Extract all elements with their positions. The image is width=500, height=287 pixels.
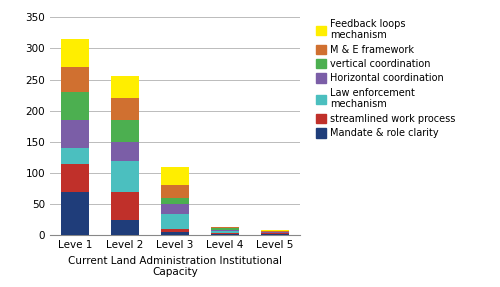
Bar bbox=[62, 192, 89, 235]
Bar bbox=[211, 227, 238, 228]
Bar bbox=[62, 67, 89, 92]
Bar bbox=[112, 220, 139, 235]
Bar bbox=[261, 234, 288, 235]
X-axis label: Current Land Administration Institutional
Capacity: Current Land Administration Institutiona… bbox=[68, 256, 282, 277]
Bar bbox=[211, 233, 238, 234]
Bar bbox=[261, 233, 288, 234]
Bar bbox=[62, 39, 89, 67]
Bar bbox=[112, 98, 139, 120]
Bar bbox=[162, 229, 188, 232]
Bar bbox=[112, 76, 139, 98]
Bar bbox=[162, 185, 188, 198]
Bar bbox=[62, 148, 89, 164]
Bar bbox=[62, 92, 89, 120]
Bar bbox=[162, 232, 188, 235]
Bar bbox=[112, 192, 139, 220]
Bar bbox=[112, 160, 139, 192]
Bar bbox=[211, 234, 238, 235]
Bar bbox=[261, 230, 288, 231]
Bar bbox=[162, 167, 188, 185]
Bar bbox=[261, 232, 288, 233]
Bar bbox=[211, 230, 238, 231]
Bar bbox=[62, 120, 89, 148]
Bar bbox=[162, 198, 188, 204]
Bar bbox=[211, 228, 238, 230]
Bar bbox=[112, 120, 139, 142]
Bar bbox=[112, 142, 139, 160]
Bar bbox=[261, 231, 288, 232]
Bar bbox=[162, 204, 188, 214]
Bar bbox=[62, 164, 89, 192]
Legend: Feedback loops
mechanism, M & E framework, vertical coordination, Horizontal coo: Feedback loops mechanism, M & E framewor… bbox=[315, 18, 457, 139]
Bar bbox=[162, 214, 188, 229]
Bar bbox=[211, 231, 238, 233]
